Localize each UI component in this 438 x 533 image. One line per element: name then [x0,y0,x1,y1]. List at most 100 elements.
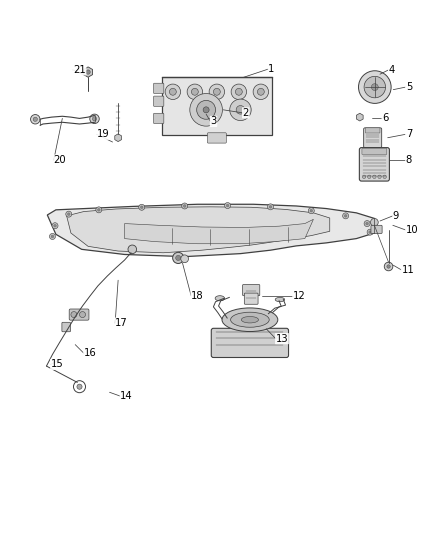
Circle shape [67,213,70,215]
Circle shape [209,84,225,100]
Circle shape [373,175,376,179]
Circle shape [71,312,77,318]
Circle shape [139,204,145,211]
Circle shape [362,175,366,179]
Circle shape [173,252,184,263]
Circle shape [203,107,209,113]
Circle shape [98,208,100,211]
Text: 15: 15 [51,359,64,369]
Circle shape [235,88,242,95]
Circle shape [308,208,314,214]
Circle shape [181,255,188,263]
Polygon shape [47,204,374,256]
Text: 14: 14 [120,391,133,401]
Circle shape [92,117,97,121]
Circle shape [310,209,313,212]
Text: 19: 19 [97,130,110,139]
Text: 4: 4 [389,65,395,75]
Circle shape [253,84,268,100]
Text: 12: 12 [293,290,306,301]
Circle shape [371,219,378,226]
Text: 2: 2 [243,108,249,118]
Circle shape [54,224,57,227]
Circle shape [66,211,72,217]
Circle shape [371,84,378,91]
Circle shape [364,221,370,227]
Polygon shape [115,134,121,142]
Circle shape [226,204,229,207]
Text: 21: 21 [73,65,86,75]
FancyBboxPatch shape [364,128,381,148]
Circle shape [77,384,82,389]
Circle shape [49,233,56,239]
Circle shape [230,99,251,120]
Circle shape [96,207,102,213]
Circle shape [367,229,373,235]
Text: 8: 8 [406,155,412,165]
FancyBboxPatch shape [362,149,387,155]
Text: 3: 3 [210,116,217,126]
Text: 7: 7 [406,130,412,139]
Text: 10: 10 [406,225,418,235]
Circle shape [258,88,264,95]
Ellipse shape [215,296,225,301]
Text: 5: 5 [406,82,412,92]
Circle shape [384,262,393,271]
Circle shape [369,231,371,233]
Ellipse shape [241,317,258,323]
Circle shape [231,84,247,100]
Circle shape [269,206,272,208]
Circle shape [165,84,180,100]
FancyBboxPatch shape [154,83,164,93]
Circle shape [90,114,99,124]
Polygon shape [357,113,363,121]
Polygon shape [67,207,330,253]
FancyBboxPatch shape [154,113,164,124]
Polygon shape [124,219,314,244]
Text: 6: 6 [382,114,389,124]
Ellipse shape [230,312,269,327]
Text: 16: 16 [84,348,96,358]
FancyBboxPatch shape [208,133,226,143]
Circle shape [176,255,181,261]
Circle shape [268,204,273,210]
Circle shape [33,117,37,122]
Circle shape [387,265,390,268]
FancyBboxPatch shape [244,293,258,304]
Text: 20: 20 [54,155,67,165]
FancyBboxPatch shape [162,77,272,134]
Ellipse shape [275,297,285,302]
Circle shape [378,175,381,179]
FancyBboxPatch shape [365,128,380,133]
Circle shape [80,312,85,318]
Text: 11: 11 [401,265,414,275]
FancyBboxPatch shape [243,285,260,296]
Circle shape [367,175,371,179]
Ellipse shape [222,308,278,332]
Circle shape [366,222,368,225]
FancyBboxPatch shape [359,148,389,181]
Circle shape [187,84,203,100]
Circle shape [51,235,54,238]
Text: 1: 1 [268,64,275,74]
Circle shape [213,88,220,95]
Circle shape [191,88,198,95]
Text: 13: 13 [276,334,288,344]
Text: 17: 17 [115,318,128,328]
FancyBboxPatch shape [211,328,289,358]
Circle shape [184,205,186,207]
Circle shape [225,203,230,208]
Circle shape [128,245,137,254]
Circle shape [344,215,347,217]
Text: 18: 18 [191,290,204,301]
Circle shape [86,70,90,74]
Circle shape [364,76,385,98]
Circle shape [182,203,187,209]
Circle shape [190,93,223,126]
Text: 9: 9 [393,211,399,221]
FancyBboxPatch shape [62,322,71,332]
Circle shape [383,175,386,179]
Circle shape [170,88,176,95]
Circle shape [31,115,40,124]
Circle shape [141,206,143,208]
